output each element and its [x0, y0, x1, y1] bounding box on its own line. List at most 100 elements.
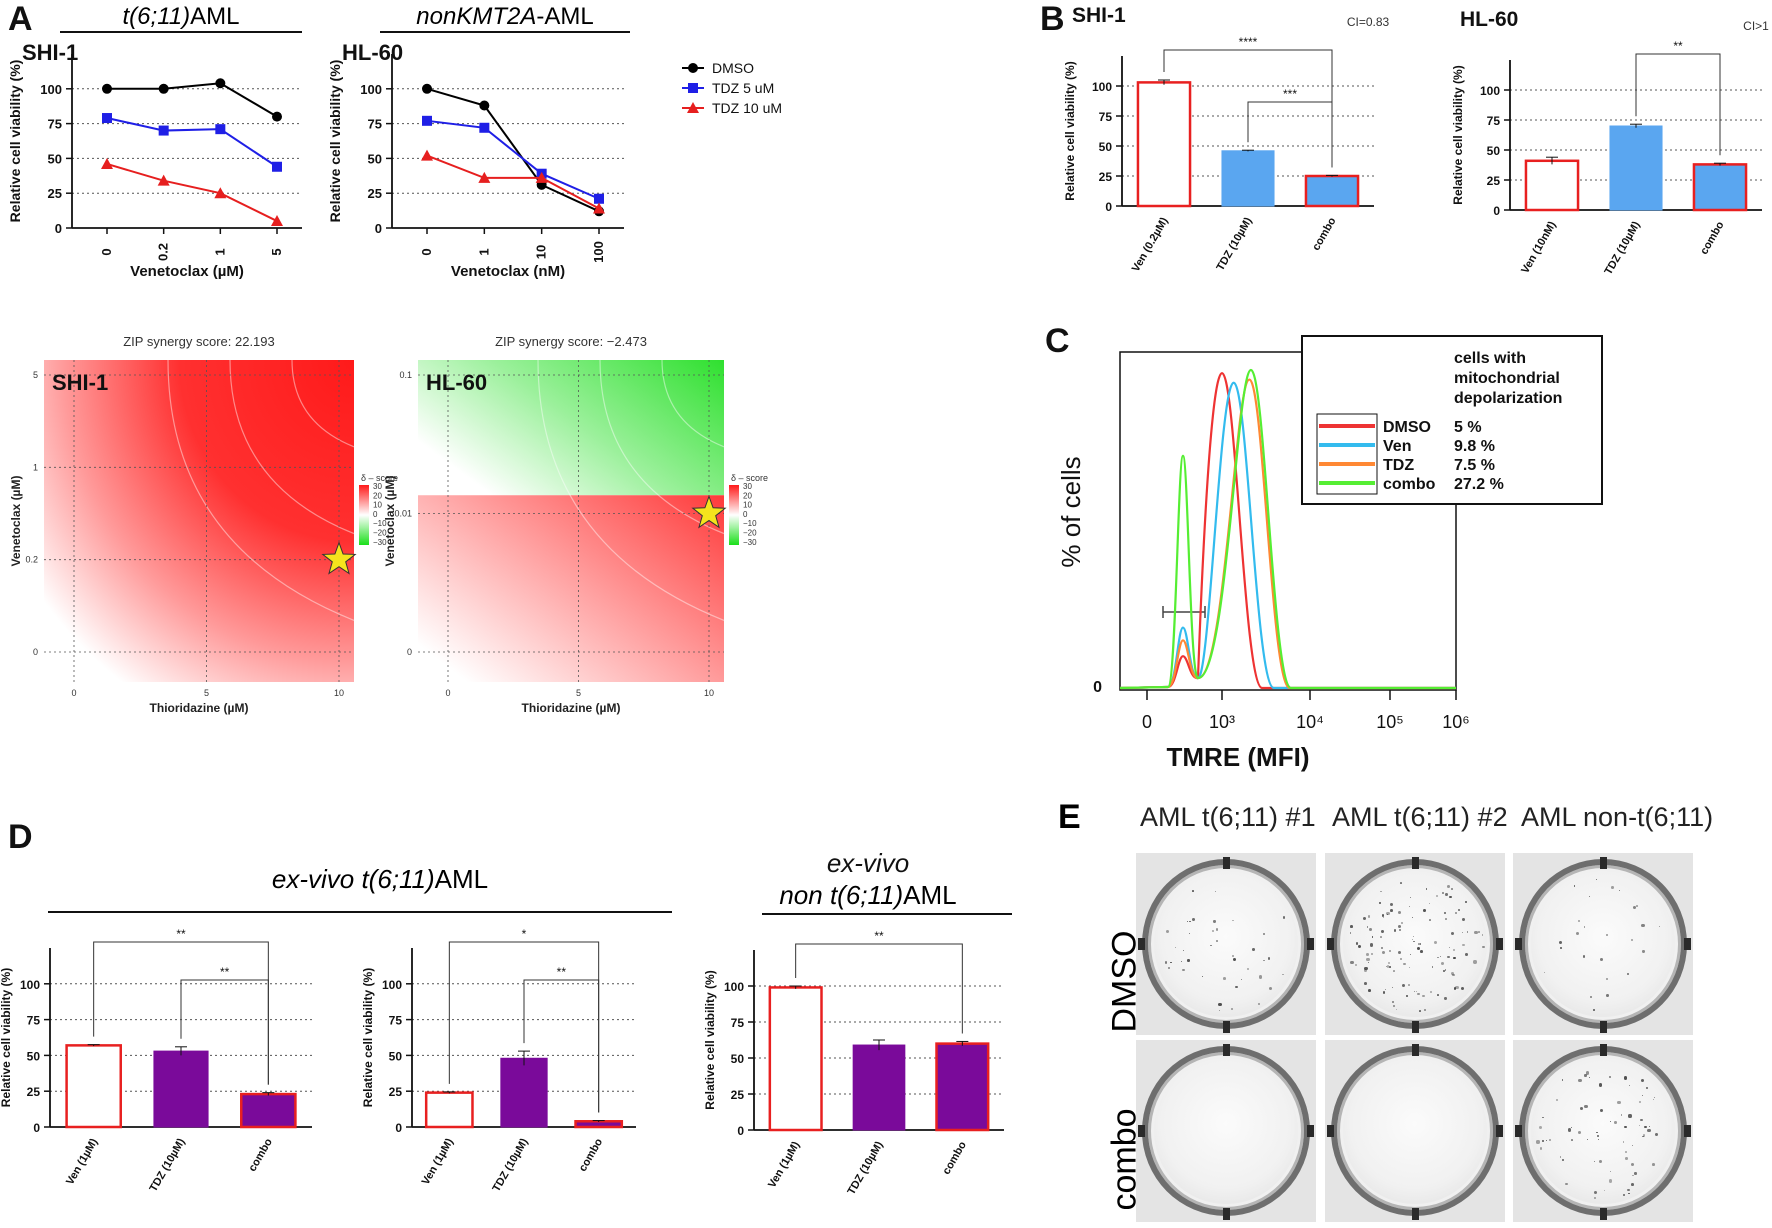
y-tick-label: 75	[1099, 110, 1113, 124]
colony-dot	[1429, 902, 1431, 904]
colony-dot	[1631, 939, 1633, 941]
legend-value: 9.8 %	[1454, 438, 1495, 455]
colony-dot	[1542, 1116, 1544, 1119]
colony-dot	[1625, 1157, 1629, 1160]
y-tick-label: 100	[724, 980, 744, 994]
legend-value: 5 %	[1454, 419, 1482, 436]
x-tick-label: 0.2	[156, 243, 171, 261]
colony-dot	[1418, 1010, 1421, 1012]
colony-dot	[1398, 911, 1401, 915]
x-tick-label: Ven (1µM)	[64, 1136, 100, 1187]
histogram-curve	[1119, 372, 1456, 690]
colony-dot	[1622, 1141, 1625, 1143]
plate-notch	[1138, 938, 1145, 950]
colony-dot	[1449, 895, 1452, 899]
colony-dot	[1413, 940, 1415, 943]
colony-dot	[1218, 1003, 1222, 1007]
y-tick-label: 100	[360, 82, 382, 97]
colony-dot	[1604, 1190, 1606, 1192]
x-tick-label: 10	[704, 688, 714, 698]
colony-dot	[1367, 961, 1369, 963]
colony-dot	[1641, 1094, 1644, 1097]
group-header-italic: ex-vivo t(6;11)	[272, 864, 435, 894]
colony-dot	[1216, 940, 1218, 943]
legend-title-line: depolarization	[1454, 390, 1562, 407]
colony-dot	[1412, 936, 1414, 938]
colony-dot	[1545, 1139, 1548, 1142]
panel-e-column-2-header: AML t(6;11) #2	[1332, 802, 1508, 832]
data-point	[158, 125, 169, 136]
bar-chart-D-mid: 0 25 50 75 100 Relative cell viability (%) Ven…	[361, 927, 636, 1194]
x-tick-label: 5	[576, 688, 581, 698]
plate-well	[1531, 871, 1675, 1017]
y-tick-label: 0	[33, 1121, 40, 1135]
colony-dot	[1643, 1125, 1647, 1129]
y-tick-label: 100	[20, 978, 40, 992]
colony-dot	[1596, 1131, 1598, 1134]
bar	[1609, 125, 1663, 211]
plate-notch	[1223, 1044, 1230, 1056]
x-tick-label: 5	[204, 688, 209, 698]
y-tick-label: 75	[27, 1014, 41, 1028]
colony-plate	[1513, 1040, 1693, 1222]
colony-dot	[1548, 1139, 1551, 1142]
x-tick-label: TDZ (10µM)	[1214, 215, 1254, 273]
legend-tick: 30	[743, 482, 752, 491]
colony-dot	[1368, 989, 1371, 993]
colony-dot	[1624, 1151, 1627, 1153]
x-tick-label: 10⁵	[1376, 712, 1403, 732]
colony-dot	[1408, 906, 1411, 908]
y-tick-label: 100	[382, 978, 402, 992]
significance-label: **	[557, 965, 567, 979]
x-tick-label: 10	[534, 245, 549, 259]
colony-dot	[1403, 962, 1406, 966]
heatmap-cell-line: SHI-1	[52, 370, 108, 395]
colony-dot	[1215, 928, 1218, 931]
y-tick-label: 0.2	[25, 555, 38, 565]
legend-title: δ – score	[731, 473, 768, 483]
legend-tick: −10	[743, 519, 757, 528]
colony-dot	[1585, 1071, 1590, 1075]
colony-dot	[1391, 1000, 1394, 1003]
colony-dot	[1354, 963, 1357, 966]
colony-dot	[1364, 982, 1368, 986]
significance-label: **	[1673, 39, 1683, 53]
colony-dot	[1573, 885, 1576, 887]
colony-dot	[1364, 966, 1368, 971]
bar	[935, 1042, 990, 1132]
colony-dot	[1647, 1128, 1651, 1132]
legend-bar	[359, 485, 369, 545]
colony-dot	[1654, 1132, 1658, 1136]
colony-dot	[1437, 994, 1439, 997]
colony-dot	[1282, 916, 1286, 919]
data-point	[422, 115, 432, 126]
colony-dot	[1211, 929, 1214, 932]
x-axis-label: Thioridazine (µM)	[522, 701, 621, 715]
colony-dot	[1399, 929, 1401, 931]
colony-dot	[1571, 1139, 1574, 1141]
plate-notch	[1412, 1021, 1419, 1033]
group-header-2-line-1: ex-vivo	[827, 848, 909, 878]
bar	[500, 1057, 548, 1128]
legend-tick: −20	[373, 529, 387, 538]
colony-dot	[1538, 1125, 1542, 1129]
colony-dot	[1596, 878, 1598, 880]
colony-dot	[1408, 967, 1410, 969]
data-point	[215, 124, 226, 135]
bar	[1692, 163, 1748, 212]
colony-dot	[1628, 1114, 1632, 1118]
colony-dot	[1382, 917, 1384, 919]
colony-dot	[1617, 1100, 1621, 1104]
y-tick-label: 50	[368, 151, 382, 166]
colony-dot	[1608, 1179, 1613, 1183]
colony-dot	[1219, 1010, 1221, 1012]
bar-chart-D-right: 0 25 50 75 100 Relative cell viability (%) Ven…	[703, 929, 1004, 1197]
colony-dot	[1397, 924, 1401, 928]
significance-bracket	[1635, 53, 1721, 156]
colony-dot	[1624, 1076, 1628, 1080]
colony-dot	[1188, 932, 1190, 934]
plate-notch	[1515, 1125, 1522, 1137]
series-line	[426, 87, 600, 213]
